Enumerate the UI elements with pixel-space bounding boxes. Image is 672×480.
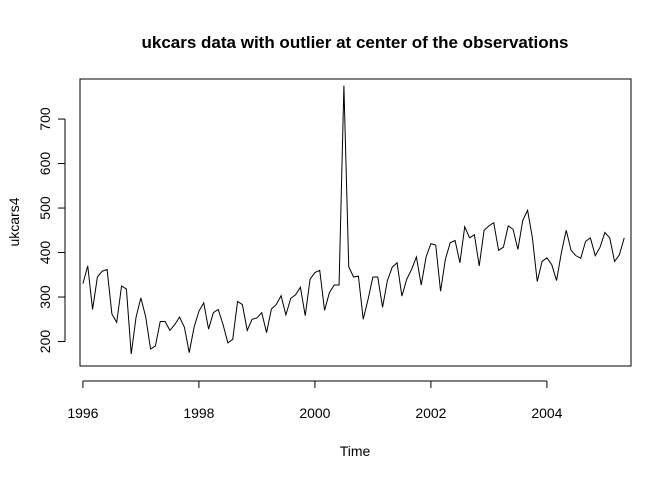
y-tick-label: 700 (37, 107, 53, 131)
x-tick-label: 2002 (415, 405, 446, 421)
y-tick-label: 600 (37, 152, 53, 176)
x-axis: 1996 1998 2000 2002 2004 (67, 380, 563, 421)
x-tick-label: 1996 (67, 405, 98, 421)
series-line (82, 85, 625, 355)
y-axis-label: ukcars4 (6, 197, 22, 246)
y-tick-label: 300 (37, 285, 53, 309)
x-axis-label: Time (340, 443, 371, 459)
y-axis: 200 300 400 500 600 700 (37, 107, 66, 354)
x-tick-label: 2000 (299, 405, 330, 421)
y-tick-label: 500 (37, 196, 53, 220)
plot-frame (79, 78, 632, 367)
y-tick-label: 400 (37, 241, 53, 265)
x-tick-label: 2004 (531, 405, 562, 421)
chart-title: ukcars data with outlier at center of th… (142, 33, 569, 52)
y-tick-label: 200 (37, 330, 53, 354)
x-tick-label: 1998 (183, 405, 214, 421)
